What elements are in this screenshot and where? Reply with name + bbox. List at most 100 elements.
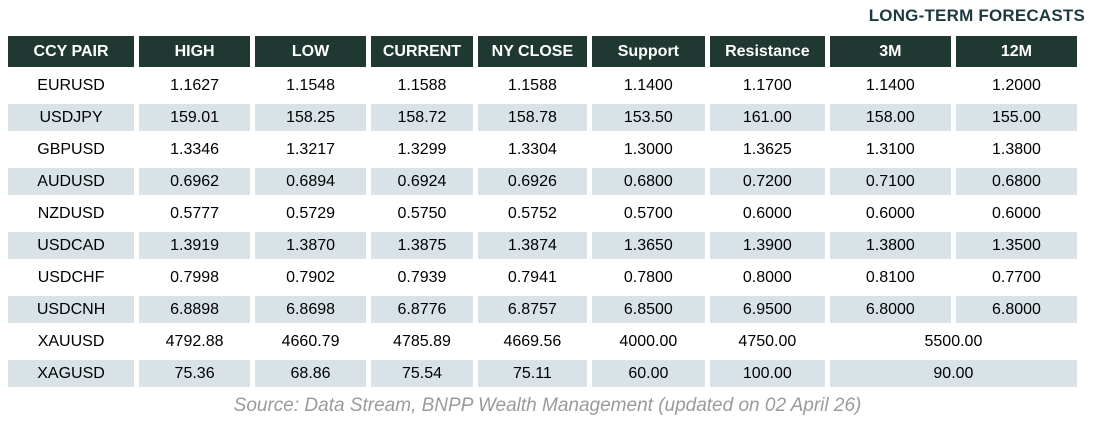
high-cell: 159.01 [139,104,251,131]
forecast-m12-cell: 1.2000 [955,72,1077,99]
support-cell: 0.5700 [591,200,705,227]
column-header-resistance: Resistance [709,36,825,67]
ny-close-cell: 0.7941 [477,264,587,291]
current-cell: 4785.89 [371,328,473,355]
ccy-pair-cell: NZDUSD [8,200,135,227]
low-cell: 158.25 [255,104,367,131]
low-cell: 0.6894 [255,168,367,195]
ny-close-cell: 158.78 [477,104,587,131]
low-cell: 0.7902 [255,264,367,291]
ny-close-cell: 6.8757 [477,296,587,323]
resistance-cell: 1.3625 [709,136,825,163]
current-cell: 158.72 [371,104,473,131]
fx-forecast-table: CCY PAIR HIGH LOW CURRENT NY CLOSE Support Res… [3,31,1082,392]
ny-close-cell: 4669.56 [477,328,587,355]
table-row-xagusd: XAGUSD 75.36 68.86 75.54 75.11 60.00 100.00 90.… [8,360,1077,387]
column-header-ccy-pair: CCY PAIR [8,36,135,67]
ccy-pair-cell: USDCAD [8,232,135,259]
ny-close-cell: 0.6926 [477,168,587,195]
low-cell: 1.1548 [255,72,367,99]
forecast-m3-cell: 1.3800 [829,232,951,259]
forecast-m3-cell: 158.00 [829,104,951,131]
low-cell: 1.3870 [255,232,367,259]
table-row-usdchf: USDCHF 0.7998 0.7902 0.7939 0.7941 0.7800 0.80… [8,264,1077,291]
current-cell: 6.8776 [371,296,473,323]
ccy-pair-cell: GBPUSD [8,136,135,163]
column-header-current: CURRENT [371,36,473,67]
current-cell: 75.54 [371,360,473,387]
low-cell: 6.8698 [255,296,367,323]
low-cell: 0.5729 [255,200,367,227]
high-cell: 1.3346 [139,136,251,163]
support-cell: 60.00 [591,360,705,387]
resistance-cell: 161.00 [709,104,825,131]
table-row-eurusd: EURUSD 1.1627 1.1548 1.1588 1.1588 1.1400 1.17… [8,72,1077,99]
current-cell: 1.1588 [371,72,473,99]
resistance-cell: 1.3900 [709,232,825,259]
forecast-m12-cell: 155.00 [955,104,1077,131]
resistance-cell: 0.8000 [709,264,825,291]
support-cell: 1.3650 [591,232,705,259]
resistance-cell: 6.9500 [709,296,825,323]
support-cell: 153.50 [591,104,705,131]
high-cell: 75.36 [139,360,251,387]
forecast-m12-cell: 0.7700 [955,264,1077,291]
forecast-m3-cell: 1.3100 [829,136,951,163]
resistance-cell: 0.6000 [709,200,825,227]
ccy-pair-cell: USDCHF [8,264,135,291]
forecast-m12-cell: 1.3800 [955,136,1077,163]
resistance-cell: 0.7200 [709,168,825,195]
high-cell: 0.6962 [139,168,251,195]
forecast-m3-cell: 0.8100 [829,264,951,291]
high-cell: 0.7998 [139,264,251,291]
ny-close-cell: 0.5752 [477,200,587,227]
ccy-pair-cell: XAUUSD [8,328,135,355]
forecast-m3-cell: 1.1400 [829,72,951,99]
high-cell: 1.1627 [139,72,251,99]
ny-close-cell: 1.3874 [477,232,587,259]
table-row-gbpusd: GBPUSD 1.3346 1.3217 1.3299 1.3304 1.3000 1.36… [8,136,1077,163]
column-header-low: LOW [255,36,367,67]
support-cell: 1.1400 [591,72,705,99]
current-cell: 0.6924 [371,168,473,195]
column-header-support: Support [591,36,705,67]
forecast-m3-cell: 0.6000 [829,200,951,227]
source-attribution: Source: Data Stream, BNPP Wealth Managem… [233,395,862,416]
high-cell: 1.3919 [139,232,251,259]
forecast-m3-cell: 0.7100 [829,168,951,195]
ccy-pair-cell: AUDUSD [8,168,135,195]
forecast-m3-cell: 6.8000 [829,296,951,323]
table-row-usdcad: USDCAD 1.3919 1.3870 1.3875 1.3874 1.3650 1.39… [8,232,1077,259]
high-cell: 0.5777 [139,200,251,227]
long-term-forecasts-title: LONG-TERM FORECASTS [868,6,1085,25]
high-cell: 4792.88 [139,328,251,355]
current-cell: 0.5750 [371,200,473,227]
forecast-m12-cell: 1.3500 [955,232,1077,259]
support-cell: 1.3000 [591,136,705,163]
resistance-cell: 1.1700 [709,72,825,99]
ccy-pair-cell: USDCNH [8,296,135,323]
forecast-m12-cell: 6.8000 [955,296,1077,323]
table-row-audusd: AUDUSD 0.6962 0.6894 0.6924 0.6926 0.6800 0.72… [8,168,1077,195]
ny-close-cell: 75.11 [477,360,587,387]
ny-close-cell: 1.1588 [477,72,587,99]
support-cell: 6.8500 [591,296,705,323]
table-row-xauusd: XAUUSD 4792.88 4660.79 4785.89 4669.56 4000.0… [8,328,1077,355]
high-cell: 6.8898 [139,296,251,323]
forecast-m12-cell: 0.6800 [955,168,1077,195]
column-header-ny-close: NY CLOSE [477,36,587,67]
table-row-usdcnh: USDCNH 6.8898 6.8698 6.8776 6.8757 6.8500 6.95… [8,296,1077,323]
column-header-12m: 12M [955,36,1077,67]
current-cell: 1.3875 [371,232,473,259]
ccy-pair-cell: USDJPY [8,104,135,131]
table-body: EURUSD 1.1627 1.1548 1.1588 1.1588 1.1400 1.17… [8,72,1077,387]
forecast-m12-cell: 0.6000 [955,200,1077,227]
ccy-pair-cell: EURUSD [8,72,135,99]
ny-close-cell: 1.3304 [477,136,587,163]
support-cell: 0.6800 [591,168,705,195]
current-cell: 1.3299 [371,136,473,163]
column-header-high: HIGH [139,36,251,67]
support-cell: 0.7800 [591,264,705,291]
ccy-pair-cell: XAGUSD [8,360,135,387]
